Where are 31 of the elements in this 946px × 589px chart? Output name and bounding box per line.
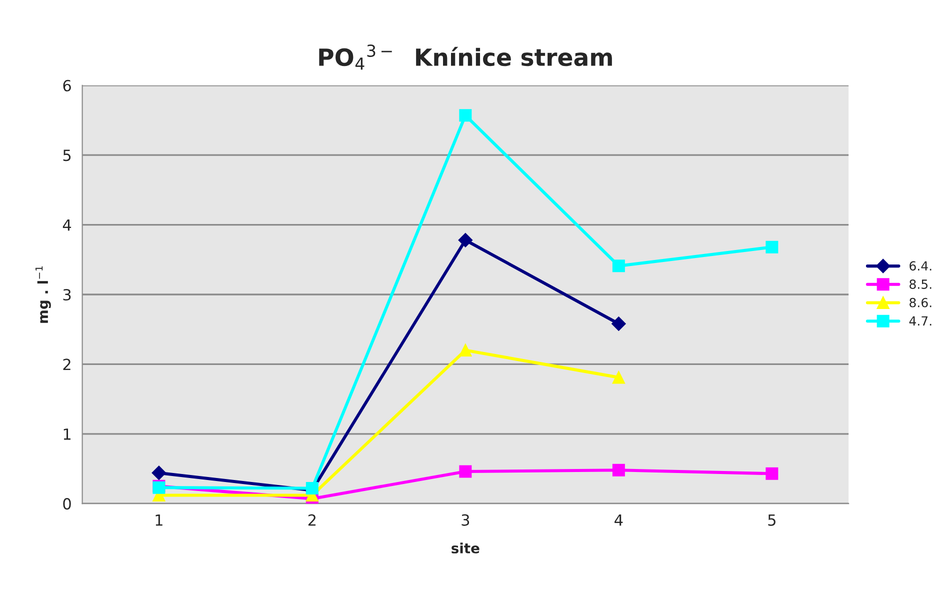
point [612,464,625,476]
y-tick-label: 5 [63,150,71,162]
x-axis-title: site [452,542,480,554]
x-tick-label: 2 [308,514,316,526]
x-tick-label: 3 [462,514,470,526]
point [612,371,625,384]
point [612,316,626,331]
point [459,344,472,357]
point [766,467,778,480]
x-tick-label: 4 [614,514,623,526]
y-tick-label: 0 [63,498,71,510]
point [459,109,472,122]
point [766,240,778,254]
y-tick-label: 3 [63,288,71,301]
x-tick-label: 1 [156,514,162,526]
point [458,233,473,248]
point [306,482,318,495]
legend-label: 4.7. [909,316,932,326]
y-axis-title: mg . l$^{−1}$ [36,266,51,323]
y-tick-label: 6 [63,80,71,92]
point [459,465,472,478]
y-tick-label: 1 [64,428,70,440]
point [152,466,166,480]
point [612,260,625,272]
x-tick-label: 5 [768,514,776,526]
chart-title: PO$_{4}$$^{3−}$ Knínice stream [319,44,612,70]
y-tick-label: 4 [62,219,72,231]
legend-label: 8.5. [910,280,932,289]
y-tick-label: 2 [63,358,70,370]
legend-label: 6.4. [910,261,932,271]
legend-label: 8.6. [910,298,932,308]
